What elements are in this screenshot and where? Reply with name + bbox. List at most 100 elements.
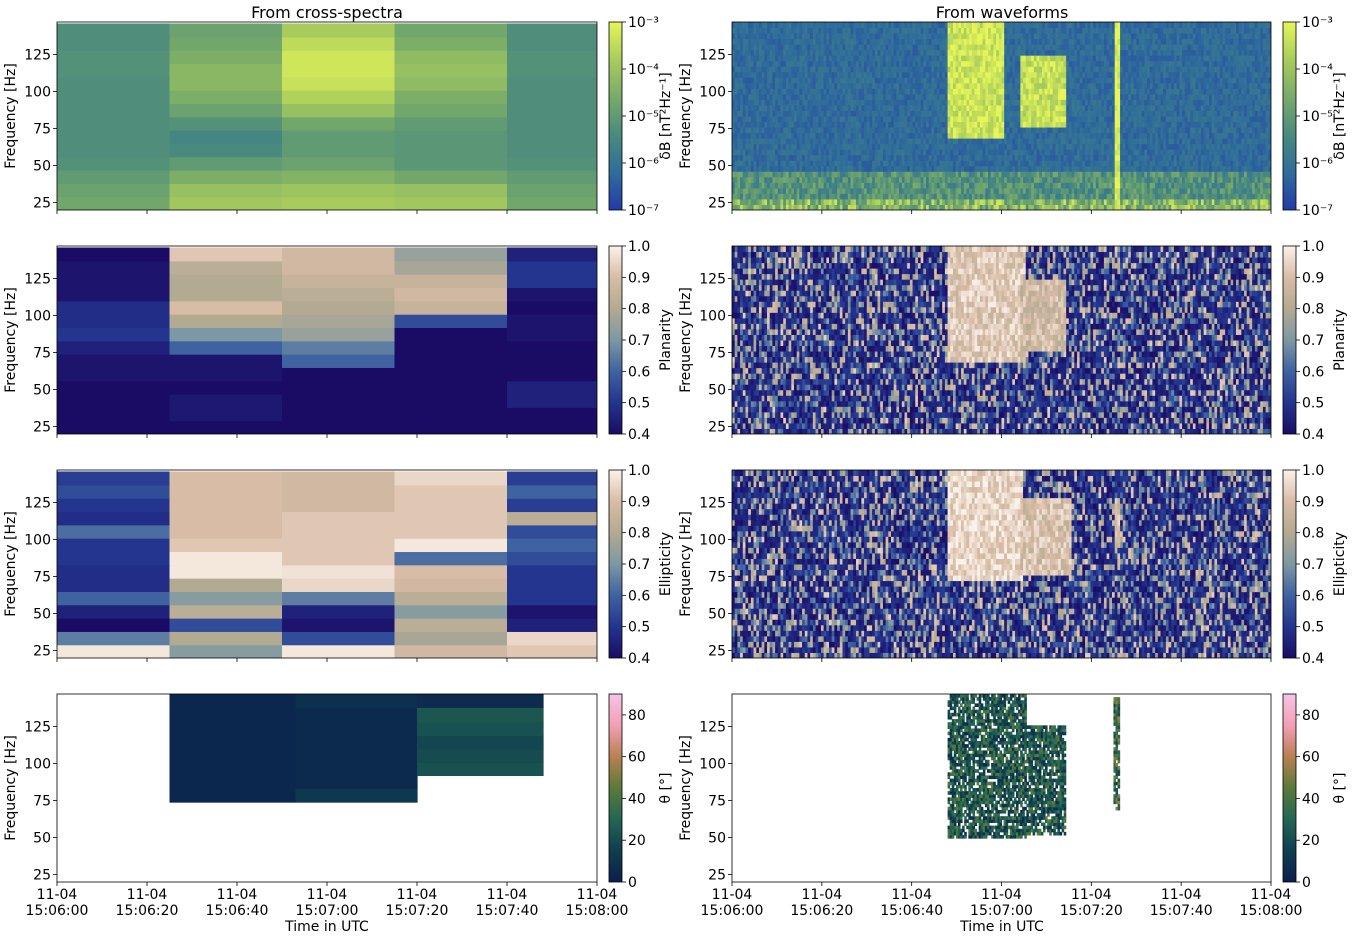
- heatmap-cell: [872, 198, 876, 205]
- heatmap-cell: [1098, 187, 1102, 194]
- heatmap-cell: [1052, 33, 1056, 40]
- heatmap-cell: [869, 22, 873, 29]
- heatmap-cell: [1050, 55, 1054, 62]
- heatmap-cell: [788, 204, 792, 210]
- heatmap-cell: [1063, 71, 1067, 78]
- colorbar-tick-label: 10⁻⁶: [628, 156, 659, 172]
- heatmap-cell: [767, 82, 771, 89]
- heatmap-cell: [923, 71, 927, 78]
- heatmap-cell: [1098, 33, 1102, 40]
- heatmap-cell: [1063, 110, 1067, 117]
- heatmap-cell: [864, 182, 868, 189]
- heatmap-cell: [1076, 104, 1081, 111]
- heatmap-cell: [791, 38, 795, 45]
- heatmap-cell: [823, 110, 827, 117]
- heatmap-cell: [907, 49, 911, 56]
- heatmap-cell: [931, 88, 935, 95]
- heatmap-cell: [990, 55, 994, 62]
- heatmap-cell: [1052, 160, 1056, 167]
- heatmap-cell: [1117, 149, 1121, 156]
- heatmap-cell: [796, 171, 800, 178]
- heatmap-cell: [920, 33, 924, 40]
- heatmap-cell: [1063, 193, 1067, 200]
- heatmap-cell: [815, 66, 819, 73]
- heatmap-cell: [837, 88, 841, 95]
- heatmap-cell: [57, 90, 171, 105]
- heatmap-cell: [1025, 44, 1029, 51]
- heatmap-cell: [869, 154, 873, 161]
- heatmap-cell: [858, 132, 862, 139]
- heatmap-cell: [942, 38, 946, 45]
- heatmap-cell: [864, 104, 868, 111]
- heatmap-cell: [872, 121, 876, 128]
- heatmap-cell: [917, 93, 922, 100]
- heatmap-cell: [963, 176, 967, 183]
- heatmap-cell: [1031, 171, 1035, 178]
- heatmap-cell: [829, 171, 833, 178]
- heatmap-cell: [944, 198, 949, 205]
- heatmap-cell: [57, 50, 171, 65]
- heatmap-cell: [966, 110, 970, 117]
- heatmap-cell: [944, 71, 949, 78]
- heatmap-cell: [1041, 82, 1046, 89]
- heatmap-cell: [982, 38, 986, 45]
- heatmap-cell: [1114, 49, 1118, 56]
- heatmap-cell: [788, 182, 792, 189]
- heatmap-cell: [947, 204, 951, 210]
- heatmap-cell: [934, 204, 938, 210]
- heatmap-cell: [1111, 60, 1116, 67]
- heatmap-cell: [909, 99, 914, 106]
- heatmap-cell: [1117, 171, 1121, 178]
- heatmap-cell: [1006, 55, 1011, 62]
- heatmap-cell: [796, 138, 800, 145]
- heatmap-cell: [907, 38, 911, 45]
- heatmap-cell: [952, 66, 957, 73]
- heatmap-cell: [780, 49, 784, 56]
- heatmap-cell: [169, 156, 283, 171]
- heatmap-cell: [891, 49, 895, 56]
- heatmap-cell: [753, 204, 757, 210]
- heatmap-cell: [996, 187, 1000, 194]
- heatmap-cell: [923, 44, 927, 51]
- heatmap-cell: [877, 49, 881, 56]
- heatmap-cell: [734, 77, 738, 84]
- heatmap-cell: [880, 138, 884, 145]
- heatmap-cell: [877, 154, 881, 161]
- heatmap-cell: [1050, 60, 1054, 67]
- heatmap-cell: [920, 204, 924, 210]
- heatmap-cell: [750, 88, 755, 95]
- heatmap-cell: [985, 154, 989, 161]
- heatmap-cell: [891, 198, 895, 205]
- heatmap-cell: [904, 104, 908, 111]
- heatmap-cell: [1009, 187, 1013, 194]
- heatmap-cell: [928, 22, 932, 29]
- heatmap-cell: [1004, 165, 1008, 172]
- heatmap-cell: [982, 132, 986, 139]
- heatmap-cell: [1101, 99, 1105, 106]
- heatmap-cell: [920, 187, 924, 194]
- heatmap-cell: [1025, 165, 1029, 172]
- heatmap-cell: [772, 176, 776, 183]
- heatmap-cell: [796, 60, 800, 67]
- heatmap-cell: [1087, 116, 1091, 123]
- heatmap-cell: [732, 38, 736, 45]
- heatmap-cell: [934, 165, 938, 172]
- heatmap-cell: [847, 193, 852, 200]
- heatmap-cell: [877, 93, 881, 100]
- heatmap-cell: [928, 127, 932, 134]
- heatmap-cell: [998, 204, 1002, 210]
- heatmap-cell: [1074, 60, 1078, 67]
- heatmap-cell: [907, 187, 911, 194]
- heatmap-cell: [963, 198, 967, 205]
- heatmap-cell: [1004, 110, 1008, 117]
- heatmap-cell: [1109, 121, 1113, 128]
- heatmap-cell: [1068, 132, 1073, 139]
- heatmap-cell: [767, 33, 771, 40]
- heatmap-cell: [861, 49, 865, 56]
- heatmap-cell: [785, 116, 790, 123]
- heatmap-cell: [1006, 38, 1011, 45]
- panel-0-1: [732, 22, 1271, 210]
- heatmap-cell: [1020, 77, 1024, 84]
- heatmap-cell: [966, 82, 970, 89]
- heatmap-cell: [974, 143, 978, 150]
